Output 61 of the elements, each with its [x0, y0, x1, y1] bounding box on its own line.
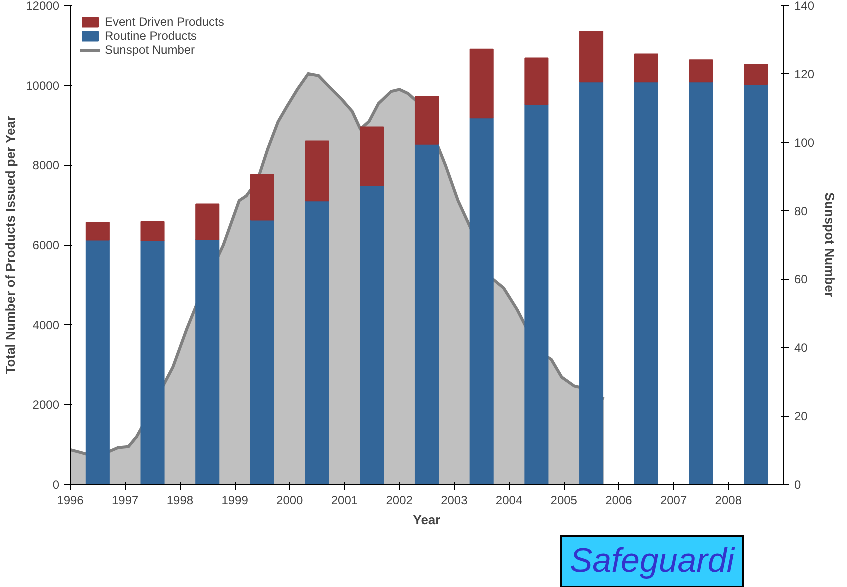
bar: [196, 204, 220, 240]
x-tick-label: 2002: [386, 494, 414, 508]
bar: [744, 84, 768, 484]
bar: [86, 240, 110, 484]
y-tick-label: 12000: [26, 0, 60, 13]
bar: [196, 239, 220, 484]
y-tick-label: 0: [52, 478, 60, 492]
y2-tick-label: 120: [794, 67, 815, 82]
x-tick-label: 1997: [112, 494, 140, 508]
y-tick-label: 8000: [32, 158, 60, 173]
y2-tick-label: 0: [794, 478, 802, 492]
bar: [634, 82, 658, 484]
x-tick-label: 1999: [222, 494, 249, 508]
bar: [360, 126, 384, 186]
legend-label: Event Driven Products: [105, 15, 224, 29]
x-tick-label: 2004: [496, 494, 523, 508]
bar: [305, 200, 330, 484]
y2-tick-label: 20: [794, 410, 808, 424]
bar: [140, 240, 165, 484]
x-tick-label: 2008: [715, 494, 742, 508]
y-tick-label: 10000: [26, 78, 60, 93]
x-tick-label: 2005: [550, 494, 578, 508]
bar: [580, 30, 604, 83]
y-tick-label: 6000: [32, 238, 60, 252]
x-tick-label: 2007: [660, 494, 688, 508]
legend-label: Routine Products: [105, 29, 198, 43]
y-axis-title: Total Number of Products Issued per Year: [3, 116, 18, 374]
y2-axis-title: Sunspot Number: [822, 192, 838, 298]
bar: [414, 144, 440, 484]
y2-tick-label: 60: [794, 272, 808, 287]
x-tick-label: 2003: [441, 494, 468, 508]
bar: [250, 174, 274, 221]
bar: [634, 54, 658, 83]
x-tick-label: 2006: [606, 494, 633, 508]
x-tick-label: 1998: [166, 494, 194, 508]
y2-tick-label: 40: [794, 341, 808, 356]
x-tick-label: 2000: [276, 494, 304, 508]
y2-tick-label: 140: [794, 0, 815, 13]
bar: [250, 220, 274, 484]
bar: [689, 82, 714, 484]
bar: [414, 96, 440, 145]
text: Safeguardi: [570, 541, 734, 582]
bar: [524, 104, 549, 484]
bar: [470, 118, 494, 484]
y2-tick-label: 80: [794, 204, 808, 218]
y-tick-label: 2000: [32, 398, 60, 412]
bar: [360, 185, 384, 484]
bar: [470, 48, 494, 119]
y2-tick-label: 100: [794, 136, 815, 150]
x-tick-label: 2001: [331, 494, 358, 508]
bar: [86, 222, 110, 241]
bar: [140, 221, 165, 242]
legend-label: Sunspot Number: [105, 43, 196, 57]
bar: [689, 60, 714, 83]
bar: [305, 140, 330, 202]
y-tick-label: 4000: [32, 318, 60, 332]
x-axis-title: Year: [413, 512, 441, 528]
bar: [744, 64, 768, 86]
bar: [524, 58, 549, 105]
bar: [580, 82, 604, 484]
x-tick-label: 1996: [57, 494, 84, 508]
